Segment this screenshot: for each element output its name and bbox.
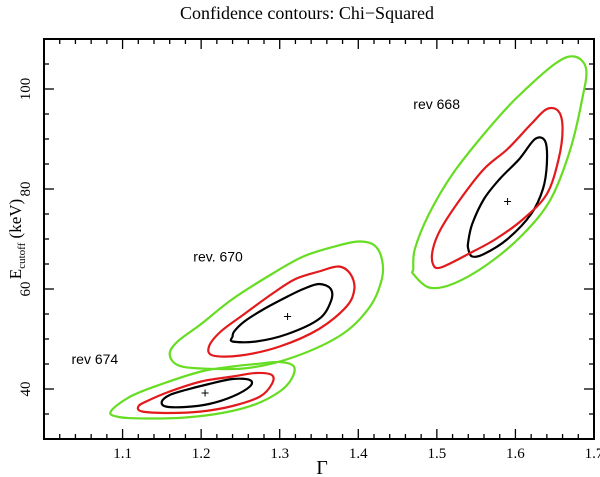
contour-middle-rev-668 bbox=[430, 106, 564, 270]
best-fit-markers bbox=[201, 198, 512, 397]
tick-labels: 1.1 1.2 1.3 1.4 1.5 1.6 1.7 40 60 80 100 bbox=[18, 78, 600, 462]
x-tick-label: 1.3 bbox=[270, 446, 289, 462]
contour-layer bbox=[109, 55, 588, 420]
contour-inner-rev-674 bbox=[160, 377, 254, 409]
y-axis-label: Ecutoff (keV) bbox=[6, 199, 28, 279]
y-axis-label-main: E bbox=[6, 269, 25, 279]
x-tick-label: 1.1 bbox=[113, 446, 132, 462]
best-fit-marker-rev-670 bbox=[284, 313, 292, 320]
y-tick-label: 60 bbox=[18, 282, 34, 297]
chart-title: Confidence contours: Chi−Squared bbox=[180, 3, 434, 23]
x-tick-label: 1.5 bbox=[427, 446, 446, 462]
axis-ticks bbox=[43, 38, 595, 440]
y-tick-label: 80 bbox=[18, 182, 34, 197]
y-tick-label: 40 bbox=[18, 382, 34, 397]
contour-outer-rev-674 bbox=[109, 360, 296, 420]
series-label-rev-670: rev. 670 bbox=[193, 249, 243, 265]
series-label-rev-674: rev 674 bbox=[72, 351, 119, 367]
contour-outer-rev-668 bbox=[410, 55, 588, 290]
best-fit-marker-rev-674 bbox=[201, 389, 209, 397]
x-tick-label: 1.6 bbox=[506, 446, 525, 462]
x-tick-label: 1.4 bbox=[349, 446, 368, 462]
x-tick-label: 1.2 bbox=[192, 446, 211, 462]
y-axis-label-sub: cutoff bbox=[16, 242, 28, 268]
best-fit-marker-rev-668 bbox=[504, 198, 512, 205]
x-axis-label: Γ bbox=[316, 457, 328, 477]
contour-middle-rev-674 bbox=[136, 371, 275, 415]
x-tick-label: 1.7 bbox=[585, 446, 600, 462]
plot-frame bbox=[43, 38, 595, 440]
series-annotations: rev 668 rev. 670 rev 674 bbox=[72, 96, 461, 367]
y-tick-label: 100 bbox=[18, 78, 34, 101]
contour-middle-rev-670 bbox=[207, 265, 356, 358]
contour-inner-rev-668 bbox=[466, 136, 549, 258]
contour-outer-rev-670 bbox=[168, 240, 385, 371]
series-label-rev-668: rev 668 bbox=[413, 96, 460, 112]
y-axis-label-unit: (keV) bbox=[6, 199, 25, 243]
contour-inner-rev-670 bbox=[229, 282, 334, 344]
